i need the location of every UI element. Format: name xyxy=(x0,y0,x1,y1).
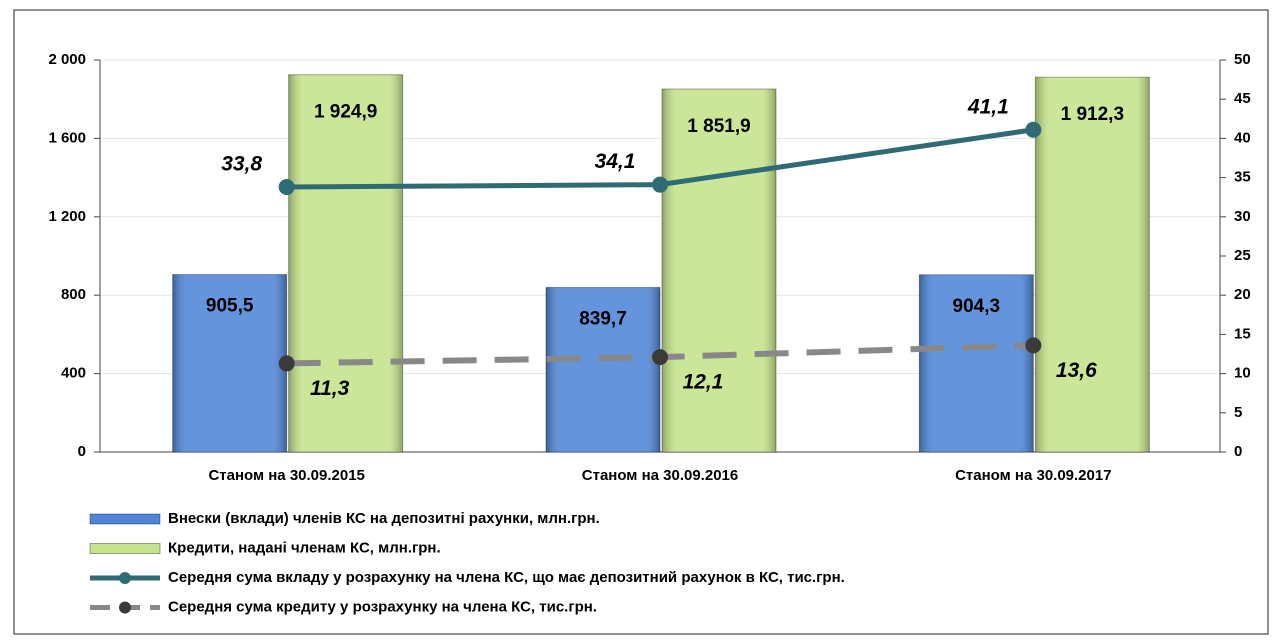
x-tick-label: Станом на 30.09.2017 xyxy=(955,467,1111,484)
y2-tick-label: 45 xyxy=(1234,90,1251,107)
y2-tick-label: 35 xyxy=(1234,169,1251,186)
y-tick-label: 0 xyxy=(78,443,86,460)
y-tick-label: 1 200 xyxy=(48,208,86,225)
bar-shade xyxy=(172,274,287,452)
line-value-label: 33,8 xyxy=(221,153,262,176)
x-tick-label: Станом на 30.09.2015 xyxy=(208,467,364,484)
line-marker xyxy=(1025,337,1042,354)
bar-value-label: 1 851,9 xyxy=(687,116,750,137)
legend-label: Кредити, надані членам КС, млн.грн. xyxy=(168,539,441,556)
line-marker xyxy=(652,349,668,366)
legend-label: Середня сума кредиту у розрахунку на чле… xyxy=(168,598,597,615)
line-marker xyxy=(652,176,668,193)
bar-value-label: 905,5 xyxy=(206,296,254,317)
bar-shade xyxy=(546,287,660,452)
bar-shade xyxy=(1035,77,1150,452)
y2-tick-label: 20 xyxy=(1234,286,1251,303)
line-value-label: 41,1 xyxy=(967,95,1009,118)
line-value-label: 34,1 xyxy=(595,150,636,173)
bar-shade xyxy=(288,74,403,452)
y2-tick-label: 15 xyxy=(1234,325,1251,342)
line-value-label: 11,3 xyxy=(310,377,350,400)
y2-tick-label: 10 xyxy=(1234,365,1251,382)
x-tick-label: Станом на 30.09.2016 xyxy=(582,467,738,484)
y2-tick-label: 0 xyxy=(1234,443,1242,460)
bar-value-label: 839,7 xyxy=(579,308,627,329)
line-value-label: 13,6 xyxy=(1056,359,1097,382)
legend-marker xyxy=(119,601,131,614)
line-marker xyxy=(1025,121,1042,138)
line-marker xyxy=(278,355,295,372)
y2-tick-label: 30 xyxy=(1234,208,1251,225)
y2-tick-label: 25 xyxy=(1234,247,1251,264)
legend-label: Внески (вклади) членів КС на депозитні р… xyxy=(168,510,600,527)
bar-shade xyxy=(662,89,776,453)
y-tick-label: 2 000 xyxy=(48,51,86,68)
bar-value-label: 1 912,3 xyxy=(1061,104,1124,125)
y2-tick-label: 5 xyxy=(1234,404,1242,421)
bar-value-label: 904,3 xyxy=(953,296,1001,317)
y-tick-label: 1 600 xyxy=(48,129,86,146)
bar-value-label: 1 924,9 xyxy=(314,102,377,123)
line-value-label: 12,1 xyxy=(683,371,724,394)
legend-label: Середня сума вкладу у розрахунку на член… xyxy=(168,569,845,586)
y-tick-label: 400 xyxy=(61,365,86,382)
bar-shade xyxy=(919,274,1034,452)
legend-swatch xyxy=(89,543,161,554)
line-marker xyxy=(278,179,295,196)
y-tick-label: 800 xyxy=(61,286,86,303)
y2-tick-label: 40 xyxy=(1234,129,1251,146)
y2-tick-label: 50 xyxy=(1234,51,1251,68)
legend-marker xyxy=(119,572,131,584)
legend-swatch xyxy=(89,513,161,525)
